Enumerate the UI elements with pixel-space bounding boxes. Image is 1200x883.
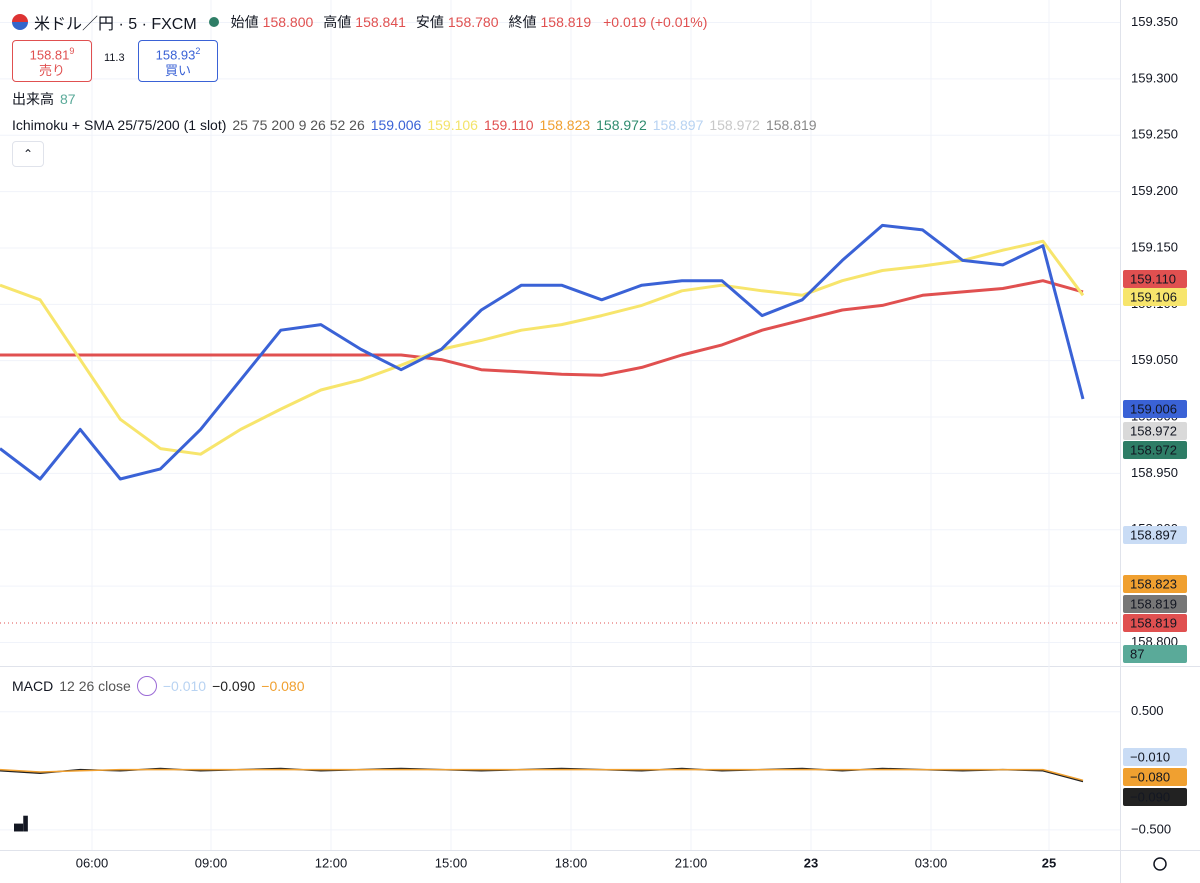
buy-button[interactable]: 158.932 買い xyxy=(138,40,218,83)
sell-sup: 9 xyxy=(69,46,75,56)
price-badge-label: 87 xyxy=(1130,646,1144,661)
change: +0.019 (+0.01%) xyxy=(603,14,708,30)
price-badge xyxy=(1123,270,1187,288)
y-tick-label: −0.500 xyxy=(1131,821,1171,836)
macd-value: −0.090 xyxy=(212,678,256,694)
source-icon xyxy=(136,676,157,696)
price-badge xyxy=(1123,526,1187,544)
price-badge xyxy=(1123,400,1187,418)
price-badge xyxy=(1123,788,1187,806)
x-tick-label: 15:00 xyxy=(435,855,468,870)
indicator-legend: Ichimoku + SMA 25/75/200 (1 slot) 25 75 … xyxy=(12,117,817,133)
indicator-name[interactable]: Ichimoku + SMA 25/75/200 (1 slot) xyxy=(12,117,227,133)
price-badge-label: 159.110 xyxy=(1130,271,1176,286)
volume-value: 87 xyxy=(60,91,76,107)
price-badge xyxy=(1123,768,1187,786)
header: 米ドル／円 · 5 · FXCM 始値 158.800 高値 158.841 安値 158… xyxy=(12,10,707,34)
price-badge-label: −0.010 xyxy=(1130,749,1170,764)
macd-value: −0.080 xyxy=(261,678,305,694)
macd-legend: MACD 12 26 close −0.010 −0.090 −0.080 xyxy=(12,676,305,696)
y-tick-label: 159.150 xyxy=(1131,239,1178,254)
price-badge-label: 158.897 xyxy=(1130,527,1177,542)
ohlc-value: 158.819 xyxy=(540,14,592,30)
y-tick-label: 159.250 xyxy=(1131,127,1178,142)
buy-price: 158.93 xyxy=(155,47,196,63)
x-tick-label: 03:00 xyxy=(915,855,948,870)
series-line xyxy=(0,223,1085,481)
indicator-value: 159.106 xyxy=(427,117,478,133)
price-badge xyxy=(1123,422,1187,440)
logo: ▄▌ xyxy=(14,815,32,831)
ohlc: 始値 158.800 高値 158.841 安値 158.780 終値 158.819 xyxy=(231,12,597,32)
x-tick-label: 25 xyxy=(1042,855,1056,870)
sell-button[interactable]: 158.819 売り xyxy=(12,40,92,83)
x-tick-label: 18:00 xyxy=(555,855,588,870)
y-tick-label: 159.300 xyxy=(1131,70,1178,85)
market-status xyxy=(208,17,219,27)
price-badge-label: 158.972 xyxy=(1130,423,1177,438)
y-tick-label: 0.500 xyxy=(1131,703,1164,718)
flag-icon xyxy=(12,14,28,30)
x-tick-label: 09:00 xyxy=(195,855,228,870)
buy-label: 買い xyxy=(164,63,191,79)
symbol[interactable]: 米ドル／円 · 5 · FXCM xyxy=(34,16,197,33)
y-tick-label: 159.050 xyxy=(1131,352,1178,367)
collapse-button[interactable]: ⌃ xyxy=(12,141,44,167)
ohlc-label: 終値 xyxy=(508,14,537,30)
indicator-value: 159.006 xyxy=(370,117,422,133)
price-badge-label: −0.080 xyxy=(1130,769,1170,784)
x-tick-label: 06:00 xyxy=(76,855,109,870)
y-tick-label: 159.200 xyxy=(1131,183,1178,198)
series-line xyxy=(0,239,1085,456)
macd-value: −0.010 xyxy=(162,678,207,694)
ohlc-label: 安値 xyxy=(415,14,444,30)
ohlc-label: 高値 xyxy=(323,14,352,30)
price-badge-label: 158.823 xyxy=(1130,576,1177,591)
volume-legend: 出来高 87 xyxy=(12,89,76,109)
price-badge xyxy=(1123,748,1187,766)
price-badge xyxy=(1123,441,1187,459)
indicator-value: 158.972 xyxy=(596,117,647,133)
ohlc-value: 158.780 xyxy=(447,14,499,30)
indicator-value: 158.897 xyxy=(652,117,704,133)
price-badge-label: 158.819 xyxy=(1130,615,1177,630)
series-line xyxy=(0,768,1084,782)
ohlc-label: 始値 xyxy=(230,14,259,30)
price-badge-label: 159.006 xyxy=(1130,401,1177,416)
y-tick-label: 158.950 xyxy=(1131,465,1178,480)
indicator-value: 158.819 xyxy=(765,117,817,133)
x-tick-label: 21:00 xyxy=(675,855,708,870)
price-badge xyxy=(1123,595,1187,613)
price-badge xyxy=(1123,288,1187,306)
ohlc-value: 158.841 xyxy=(355,14,406,30)
indicator-value: 158.972 xyxy=(709,117,760,133)
series-line xyxy=(0,767,1084,783)
x-tick-label: 23 xyxy=(804,855,818,870)
buy-sup: 2 xyxy=(195,46,201,56)
price-badge-label: 158.819 xyxy=(1130,596,1177,611)
price-badge xyxy=(1123,645,1187,663)
spread: 11.3 xyxy=(104,52,125,64)
price-badge-label: 158.972 xyxy=(1130,442,1177,457)
price-badge-label: −0.090 xyxy=(1130,789,1170,804)
indicator-params: 25 75 200 9 26 52 26 xyxy=(232,117,365,133)
series-line xyxy=(0,279,1084,377)
price-badge xyxy=(1123,575,1187,593)
settings-button[interactable] xyxy=(1153,857,1167,871)
sell-price: 158.81 xyxy=(29,47,70,63)
sell-label: 売り xyxy=(38,63,65,79)
volume-label: 出来高 xyxy=(12,91,54,107)
macd-name[interactable]: MACD xyxy=(12,678,54,694)
macd-params: 12 26 close xyxy=(59,678,131,694)
price-badge-label: 159.106 xyxy=(1130,289,1177,304)
x-tick-label: 12:00 xyxy=(315,855,348,870)
indicator-value: 159.110 xyxy=(483,117,534,133)
indicator-value: 158.823 xyxy=(539,117,591,133)
ohlc-value: 158.800 xyxy=(262,14,314,30)
price-badge xyxy=(1123,614,1187,632)
y-tick-label: 159.350 xyxy=(1131,14,1178,29)
